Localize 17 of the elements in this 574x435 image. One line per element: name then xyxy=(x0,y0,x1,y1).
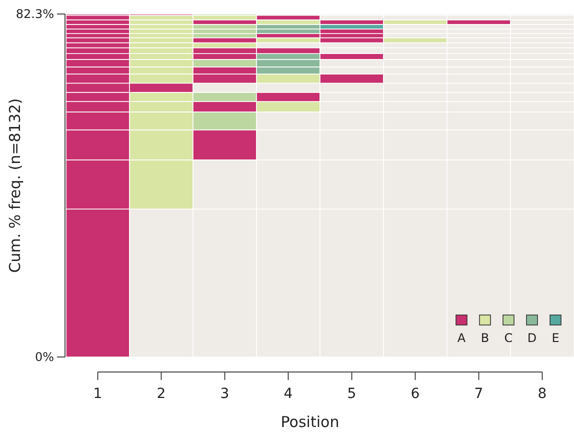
x-tick-label: 6 xyxy=(410,386,420,402)
y-tick-label: 0% xyxy=(34,350,54,364)
legend-label: D xyxy=(527,331,537,345)
y-axis-title: Cum. % freq. (n=8132) xyxy=(6,98,24,273)
x-tick-label: 5 xyxy=(347,386,356,402)
x-tick-label: 8 xyxy=(538,386,547,402)
y-tick-label: 82.3% xyxy=(16,7,54,22)
x-tick-label: 1 xyxy=(93,386,102,402)
x-tick-label: 7 xyxy=(474,386,484,402)
legend-label: A xyxy=(457,331,466,345)
legend-label: C xyxy=(504,331,513,345)
x-tick-label: 3 xyxy=(220,386,230,402)
legend-label: E xyxy=(552,331,560,345)
legend-label: B xyxy=(480,331,490,345)
x-tick-label: 4 xyxy=(284,386,293,402)
x-axis-title: Position xyxy=(280,413,340,431)
x-tick-label: 2 xyxy=(156,386,166,402)
